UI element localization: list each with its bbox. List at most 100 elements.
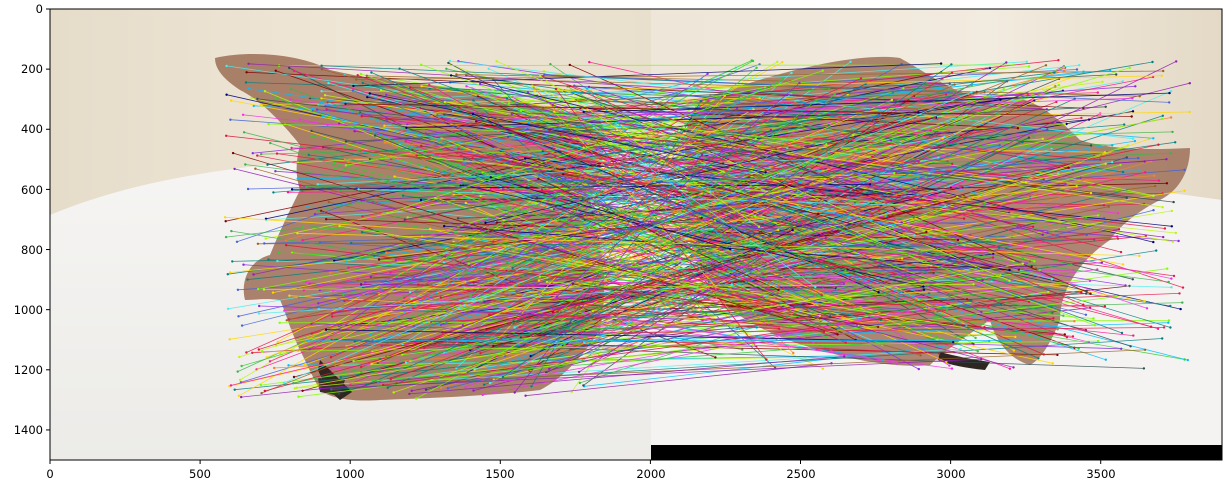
match-line <box>322 116 895 226</box>
keypoint-dot <box>761 272 765 275</box>
match-line <box>319 242 766 270</box>
keypoint-dot <box>488 381 492 385</box>
match-line <box>521 233 960 244</box>
keypoint-dot <box>938 352 941 355</box>
match-line <box>380 89 958 197</box>
keypoint-dot <box>1131 137 1135 140</box>
match-line <box>466 75 1124 173</box>
keypoint-dot <box>428 83 431 87</box>
keypoint-dot <box>305 280 308 284</box>
match-line <box>293 217 1087 384</box>
keypoint-dot <box>260 152 263 156</box>
keypoint-dot <box>296 232 299 235</box>
keypoint-dot <box>1042 353 1046 356</box>
keypoint-dot <box>983 203 986 207</box>
match-line <box>524 237 918 290</box>
y-tick-label: 1000 <box>14 303 43 317</box>
keypoint-dot <box>292 69 296 73</box>
keypoint-dot <box>458 270 461 273</box>
keypoint-dot <box>1104 162 1107 165</box>
keypoint-dot <box>419 198 423 202</box>
keypoint-dot <box>538 74 542 78</box>
keypoint-dot <box>798 81 801 85</box>
y-tick-label: 800 <box>21 243 43 257</box>
keypoint-dot <box>414 397 418 400</box>
keypoint-dot <box>241 113 245 117</box>
match-line <box>571 124 703 267</box>
keypoint-dot <box>244 81 248 84</box>
keypoint-dot <box>356 74 359 77</box>
keypoint-dot <box>446 387 450 390</box>
keypoint-dot <box>877 291 880 294</box>
keypoint-dot <box>259 383 263 387</box>
keypoint-dot <box>1089 292 1092 295</box>
keypoint-dot <box>282 381 286 385</box>
keypoint-dot <box>405 126 408 129</box>
keypoint-dot <box>401 194 405 197</box>
keypoint-dot <box>344 140 348 143</box>
keypoint-dot <box>316 209 320 212</box>
keypoint-dot <box>893 172 896 175</box>
keypoint-dot <box>1170 209 1174 213</box>
match-line <box>556 148 800 219</box>
keypoint-dot <box>252 273 255 276</box>
keypoint-dot <box>714 356 717 359</box>
keypoint-dot <box>1051 362 1054 365</box>
keypoint-dot <box>370 362 373 365</box>
keypoint-dot <box>1129 345 1132 348</box>
keypoint-dot <box>531 84 534 88</box>
keypoint-dot <box>318 241 322 244</box>
keypoint-dot <box>383 141 386 144</box>
keypoint-dot <box>343 158 347 161</box>
match-line <box>560 175 941 341</box>
keypoint-dot <box>360 199 363 202</box>
keypoint-dot <box>1188 82 1192 85</box>
match-line <box>534 75 1162 92</box>
keypoint-dot <box>1065 122 1068 126</box>
keypoint-dot <box>353 340 356 343</box>
keypoint-dot <box>577 331 581 335</box>
y-tick-label: 200 <box>21 62 43 76</box>
keypoint-dot <box>443 113 446 116</box>
keypoint-dot <box>331 315 334 318</box>
keypoint-dot <box>1103 305 1107 308</box>
match-line <box>319 358 982 389</box>
match-line <box>323 146 1053 314</box>
keypoint-dot <box>327 200 330 204</box>
keypoint-dot <box>360 115 363 118</box>
match-line <box>297 232 1140 257</box>
match-line <box>463 184 924 287</box>
keypoint-dot <box>1063 69 1066 73</box>
keypoint-dot <box>505 261 509 264</box>
keypoint-dot <box>242 131 246 134</box>
keypoint-dot <box>588 60 591 64</box>
keypoint-dot <box>1025 60 1029 63</box>
keypoint-dot <box>1167 321 1170 324</box>
keypoint-dot <box>543 73 546 76</box>
match-line <box>238 108 754 397</box>
keypoint-dot <box>240 364 243 368</box>
keypoint-dot <box>524 394 527 397</box>
keypoint-dot <box>321 115 324 118</box>
match-line <box>593 127 816 288</box>
keypoint-dot <box>420 63 423 66</box>
match-line <box>373 193 1163 203</box>
keypoint-dot <box>755 66 758 70</box>
keypoint-dot <box>1065 336 1069 339</box>
keypoint-dot <box>257 312 261 315</box>
keypoint-dot <box>1092 186 1095 189</box>
keypoint-dot <box>912 216 915 219</box>
match-line <box>563 90 922 209</box>
match-line <box>477 95 771 237</box>
keypoint-dot <box>555 295 559 298</box>
match-line <box>372 328 1058 381</box>
keypoint-dot <box>1143 160 1146 163</box>
keypoint-dot <box>364 383 368 387</box>
keypoint-dot <box>549 62 552 66</box>
keypoint-dot <box>475 120 478 123</box>
keypoint-dot <box>350 241 353 245</box>
keypoint-dot <box>1116 235 1119 238</box>
match-line <box>266 135 854 358</box>
keypoint-dot <box>1046 128 1049 131</box>
keypoint-dot <box>1021 141 1024 144</box>
